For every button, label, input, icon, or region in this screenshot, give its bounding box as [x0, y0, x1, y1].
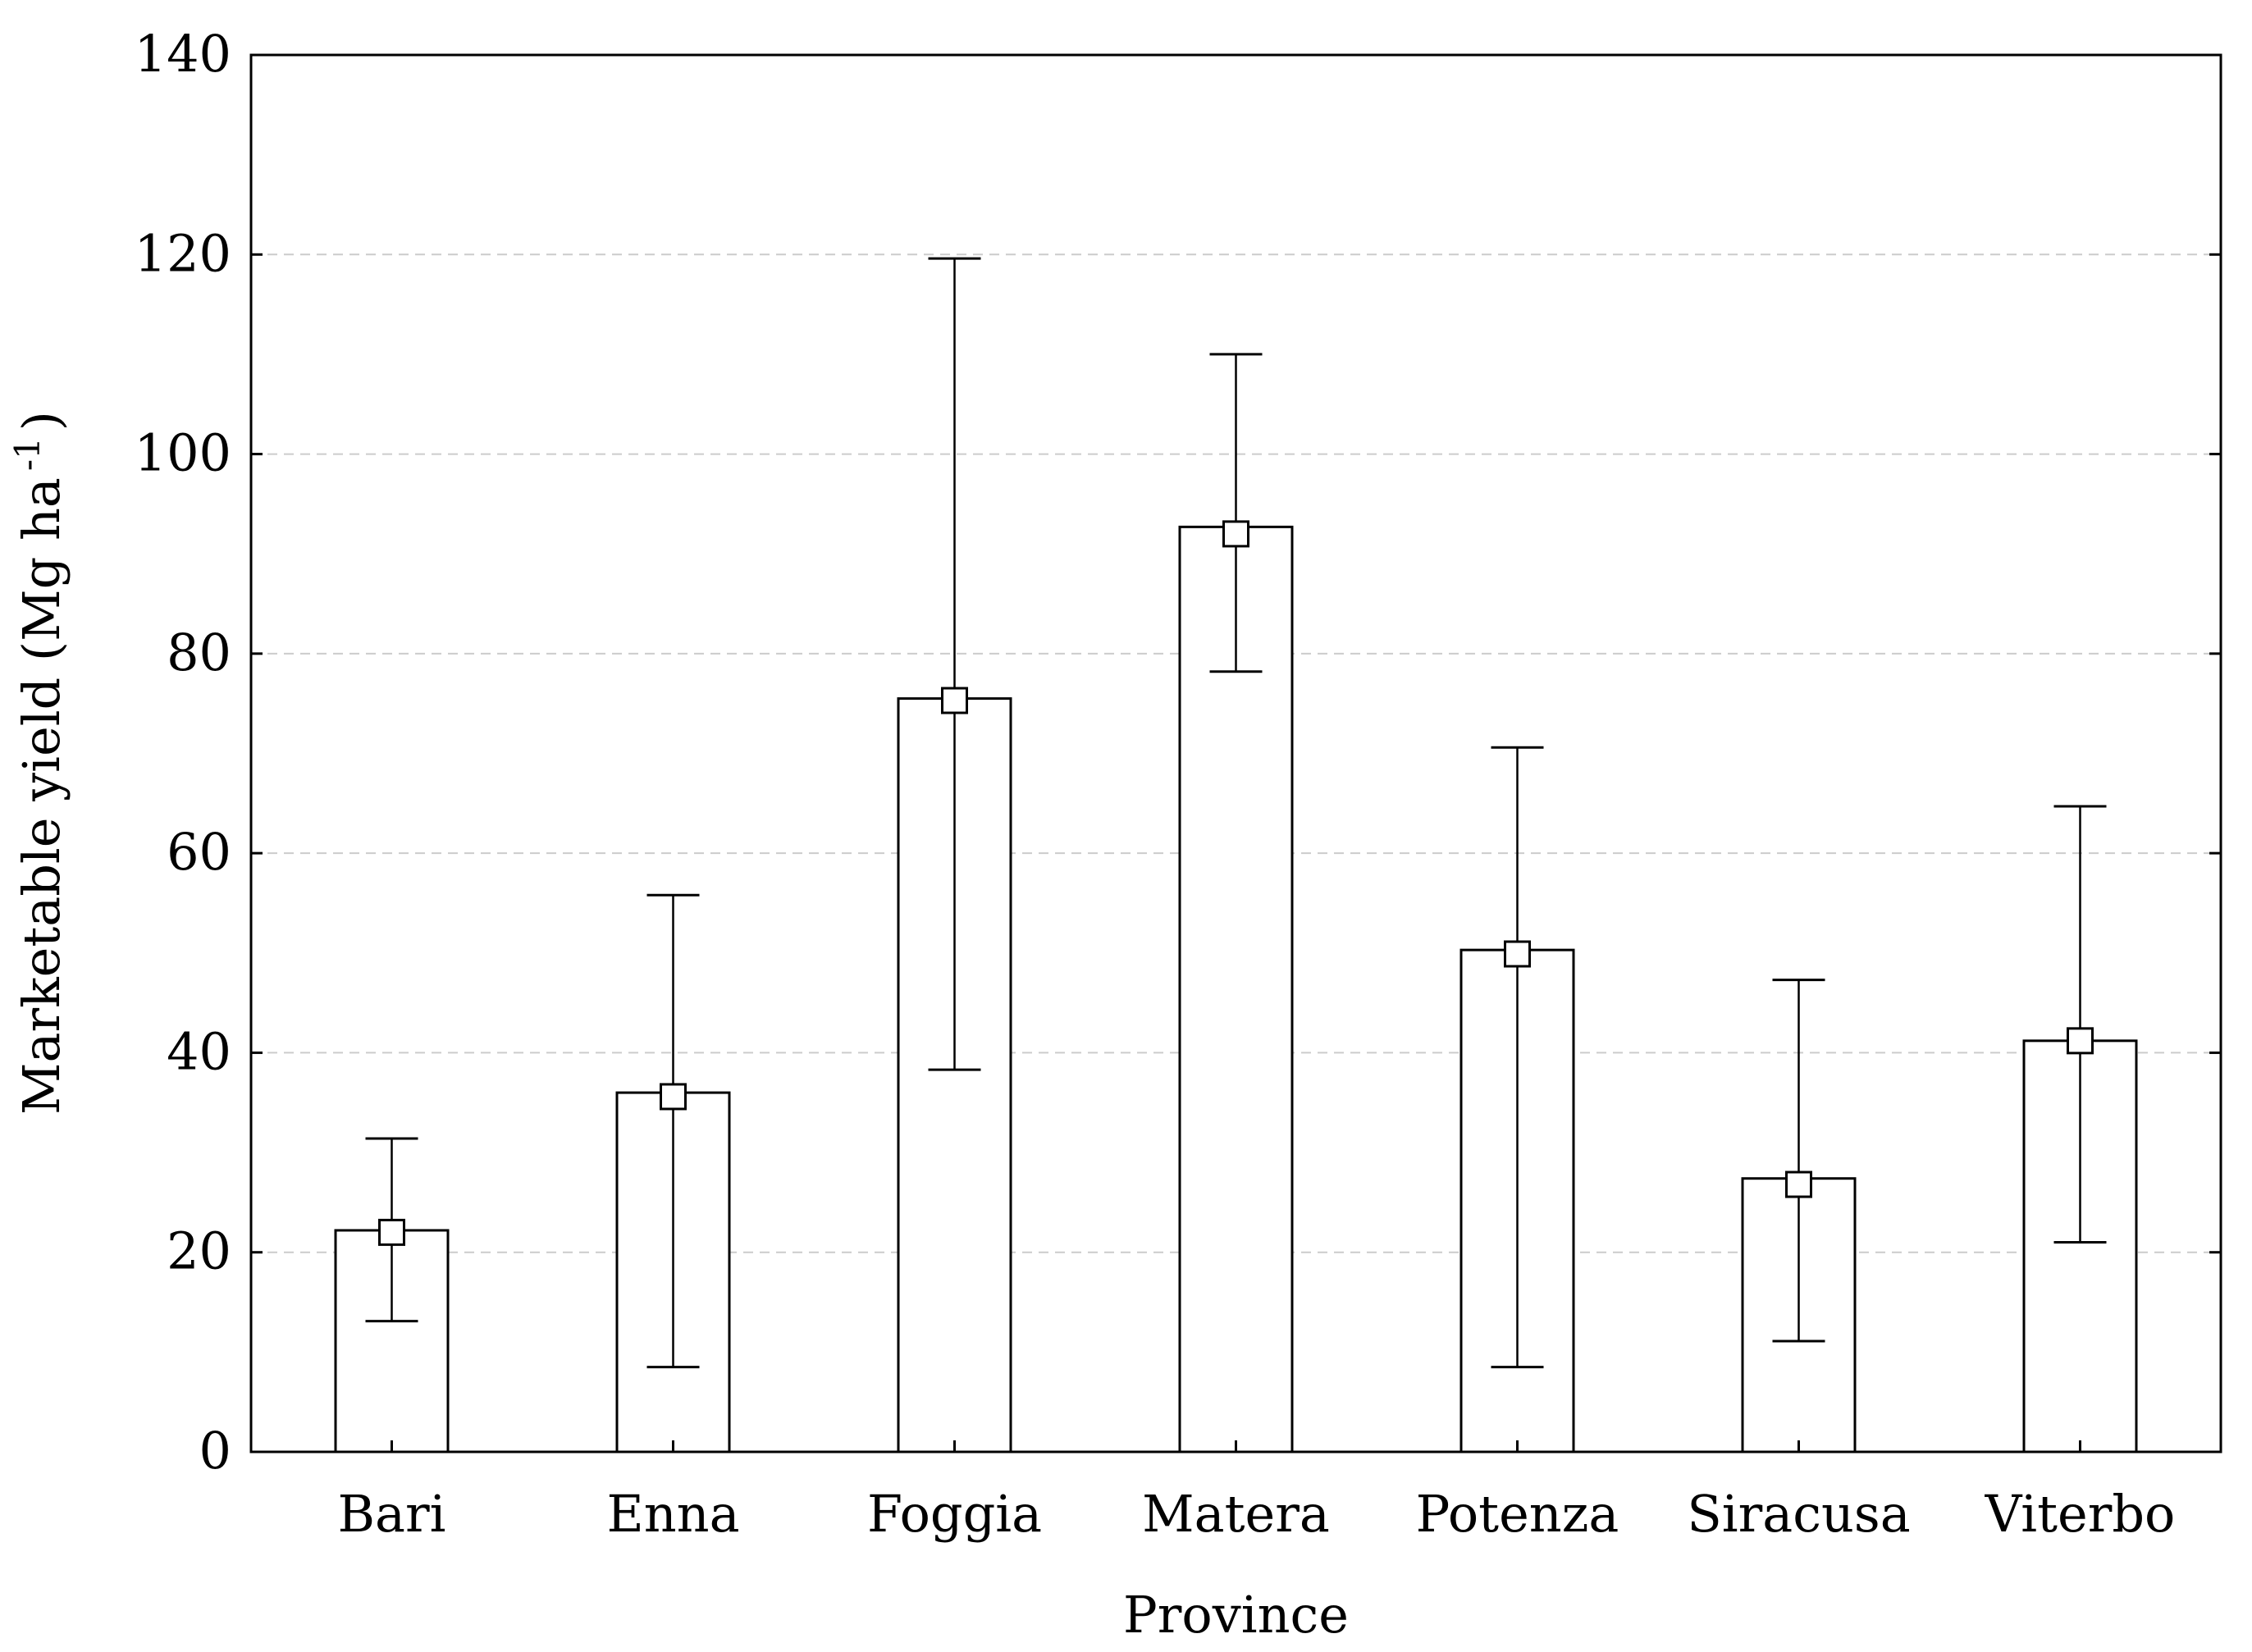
mean-markers	[378, 520, 2094, 1246]
x-tick-label: Bari	[338, 1484, 446, 1544]
mean-marker-siracusa	[1785, 1171, 1812, 1198]
y-tick-label: 40	[167, 1021, 231, 1081]
x-tick-label: Enna	[606, 1484, 739, 1544]
x-axis-title: Province	[1123, 1585, 1349, 1645]
y-axis-ticks: 0 20 40 60 80 100 120 140	[135, 24, 2221, 1481]
error-bars	[365, 257, 2107, 1369]
mean-marker-potenza	[1504, 940, 1531, 968]
mean-marker-viterbo	[2067, 1027, 2094, 1055]
mean-marker-foggia	[941, 687, 968, 714]
x-tick-label: Matera	[1142, 1484, 1330, 1544]
y-tick-label: 100	[135, 423, 231, 483]
y-axis-title-main: Marketable yield (Mg ha	[11, 477, 71, 1115]
x-tick-label: Potenza	[1416, 1484, 1619, 1544]
y-axis-title: Marketable yield (Mg ha -1)	[7, 411, 71, 1115]
x-tick-label: Viterbo	[1985, 1484, 2176, 1544]
y-tick-label: 60	[167, 822, 231, 882]
y-tick-label: 80	[167, 623, 231, 682]
mean-marker-bari	[378, 1218, 405, 1246]
mean-marker-enna	[660, 1083, 687, 1111]
x-axis-ticks: Bari Enna Foggia Matera Potenza Siracusa Viter…	[338, 1440, 2176, 1544]
y-axis-title-close: )	[11, 411, 71, 431]
y-tick-label: 140	[135, 24, 231, 84]
x-tick-label: Siracusa	[1687, 1484, 1910, 1544]
x-tick-label: Foggia	[867, 1484, 1042, 1544]
y-tick-label: 20	[167, 1221, 231, 1281]
y-tick-label: 0	[199, 1421, 231, 1481]
mean-marker-matera	[1222, 520, 1249, 548]
y-axis-title-superscript: -1	[7, 437, 48, 471]
y-tick-label: 120	[135, 223, 231, 283]
